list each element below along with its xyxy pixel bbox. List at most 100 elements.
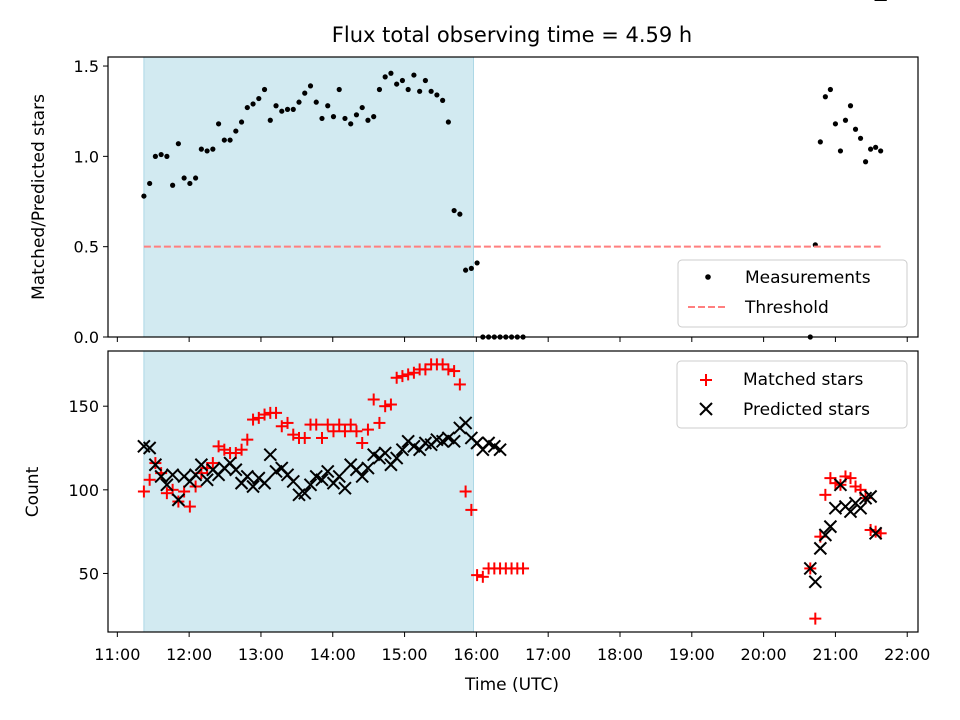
observing-window-shade-bottom xyxy=(143,351,474,632)
matched-star-point xyxy=(241,433,254,446)
measurement-point xyxy=(198,146,204,152)
measurement-point xyxy=(175,141,181,147)
measurement-point xyxy=(296,99,302,105)
y-tick-label: 0.0 xyxy=(74,328,99,347)
chart-title: Flux total observing time = 4.59 h xyxy=(332,23,692,47)
matched-star-point xyxy=(143,473,156,486)
matched-star-point xyxy=(453,378,466,391)
x-tick-label: 22:00 xyxy=(884,645,930,664)
predicted-star-point xyxy=(154,469,168,484)
predicted-star-point xyxy=(315,473,329,487)
y-tick-label: 50 xyxy=(79,564,99,583)
measurement-point xyxy=(382,74,388,80)
measurement-point xyxy=(141,193,147,199)
legend-predicted-label: Predicted stars xyxy=(743,400,870,420)
measurement-point xyxy=(417,88,423,94)
predicted-star-point xyxy=(823,519,838,534)
legend-predicted-marker xyxy=(699,402,713,416)
legend-matched-marker xyxy=(700,374,712,386)
measurement-point xyxy=(158,151,164,158)
measurement-point xyxy=(827,86,833,93)
matched-star-point xyxy=(442,363,455,376)
measurement-point xyxy=(181,175,187,181)
matched-star-point xyxy=(310,418,323,431)
measurement-point xyxy=(336,86,342,93)
predicted-star-point xyxy=(813,541,828,556)
predicted-star-point xyxy=(355,469,369,484)
matched-star-point xyxy=(819,488,832,501)
predicted-star-point xyxy=(818,528,833,542)
measurement-point xyxy=(307,83,314,89)
x-tick-label: 14:00 xyxy=(310,645,356,664)
measurement-point xyxy=(319,115,325,122)
x-tick-label: 19:00 xyxy=(669,645,715,664)
measurement-point xyxy=(440,97,446,103)
predicted-star-point xyxy=(378,446,392,460)
top-legend: Measurements Threshold xyxy=(677,259,908,328)
matched-star-point xyxy=(315,431,328,444)
bottom-panel: 50 100 150 11:00 12:00 13:00 14:00 15:00 16:00 1… xyxy=(23,0,930,695)
y-tick-label: 150 xyxy=(68,397,99,416)
matched-star-point xyxy=(270,406,283,419)
top-axes-frame xyxy=(107,56,919,338)
measurement-point xyxy=(422,77,428,84)
predicted-star-point xyxy=(321,464,335,479)
predicted-star-point xyxy=(257,476,272,490)
measurement-point xyxy=(325,103,331,109)
measurement-point xyxy=(210,146,216,152)
predicted-star-point xyxy=(332,469,346,484)
measurement-point xyxy=(256,95,262,102)
measurement-point xyxy=(445,119,451,125)
x-tick-label: 13:00 xyxy=(238,645,284,664)
measurement-point xyxy=(227,137,233,143)
measurement-point xyxy=(405,86,411,93)
legend-measurements-label: Measurements xyxy=(745,268,871,288)
observing-window-shade-top xyxy=(143,57,474,337)
measurement-point xyxy=(238,119,245,125)
matched-star-point xyxy=(436,358,449,371)
measurement-point xyxy=(832,121,839,127)
x-tick-label: 16:00 xyxy=(453,645,499,664)
matched-star-point xyxy=(258,408,271,421)
measurement-point xyxy=(204,148,210,154)
x-tick-label: 17:00 xyxy=(525,645,571,664)
predicted-star-point xyxy=(286,474,300,489)
x-tick-label: 12:00 xyxy=(166,645,212,664)
predicted-star-point xyxy=(843,504,858,519)
measurement-point xyxy=(394,81,400,87)
matched-star-point xyxy=(869,525,882,538)
measurement-point xyxy=(868,146,874,152)
top-panel: 0.0 0.5 1.0 1.5 Matched/Predicted stars Mea… xyxy=(29,56,919,347)
predicted-star-point xyxy=(171,493,186,507)
measurement-point xyxy=(842,117,849,123)
matched-star-point xyxy=(379,400,392,413)
x-tick-label: 20:00 xyxy=(741,645,787,664)
predicted-star-point xyxy=(148,458,163,472)
measurement-point xyxy=(284,106,291,112)
predicted-star-point xyxy=(458,416,473,430)
predicted-star-point xyxy=(263,447,277,462)
measurement-point xyxy=(371,114,377,120)
measurement-point xyxy=(342,115,348,122)
x-tick-label: 15:00 xyxy=(382,645,428,664)
measurement-point xyxy=(147,180,153,187)
matched-star-point xyxy=(396,370,409,383)
predicted-star-point xyxy=(447,434,461,449)
bottom-axes-frame xyxy=(107,350,919,633)
measurement-point xyxy=(279,108,285,114)
predicted-star-point xyxy=(395,442,410,457)
measurement-point xyxy=(193,175,199,181)
measurement-point xyxy=(434,92,440,98)
predicted-star-point xyxy=(338,481,352,495)
predicted-star-point xyxy=(389,451,404,465)
matched-star-point xyxy=(864,523,877,536)
matched-star-point xyxy=(809,612,822,625)
matched-star-point xyxy=(419,363,432,376)
y-tick-label: 1.5 xyxy=(74,57,99,76)
matched-star-point xyxy=(844,472,857,485)
matched-star-point xyxy=(356,436,369,449)
measurement-point xyxy=(313,99,319,105)
y-tick-label: 1.0 xyxy=(74,147,99,166)
predicted-star-point xyxy=(246,479,260,494)
measurement-point xyxy=(170,182,176,188)
